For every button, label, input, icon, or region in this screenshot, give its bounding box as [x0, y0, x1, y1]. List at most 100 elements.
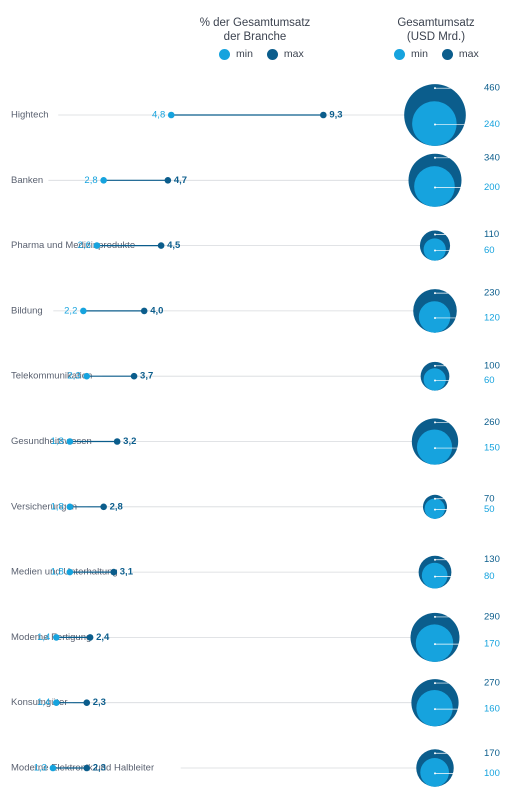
pct-min-label: 1,8: [51, 436, 64, 447]
pct-max-dot: [157, 242, 165, 249]
revenue-max-label: 130: [484, 554, 500, 565]
revenue-min-leader-dot: [434, 575, 436, 578]
revenue-min-label: 60: [484, 245, 495, 256]
revenue-max-leader-dot: [434, 497, 436, 500]
revenue-header: Gesamtumsatz (USD Mrd.): [376, 16, 496, 44]
revenue-max-label: 290: [484, 611, 500, 622]
revenue-min-bubble: [414, 166, 455, 207]
revenue-min-leader-dot: [434, 249, 436, 252]
pct-max-label: 2,8: [110, 501, 123, 512]
revenue-min-leader-dot: [434, 708, 436, 711]
category-label: Telekommunikation: [11, 371, 92, 382]
revenue-min-label: 240: [484, 119, 500, 130]
category-label: Versicherungen: [11, 501, 77, 512]
pct-max-label: 3,2: [123, 436, 136, 447]
revenue-max-leader-dot: [434, 421, 436, 424]
pct-min-dot: [93, 242, 101, 249]
revenue-max-leader-dot: [434, 558, 436, 561]
pct-min-dot: [66, 568, 74, 576]
pct-min-dot: [53, 699, 60, 706]
revenue-min-leader-dot: [434, 772, 436, 775]
revenue-min-label: 170: [484, 639, 500, 650]
pct-max-label: 3,7: [140, 371, 153, 382]
revenue-min-label: 100: [484, 768, 500, 779]
pct-min-dot: [80, 307, 87, 315]
revenue-min-bubble: [416, 429, 453, 465]
revenue-min-leader-dot: [434, 379, 436, 382]
pct-min-dot: [167, 111, 175, 119]
category-label: Bildung: [11, 305, 43, 316]
revenue-max-label: 170: [484, 748, 500, 759]
pct-max-dot: [130, 372, 138, 380]
legend-max-label: max: [283, 48, 304, 60]
revenue-min-bubble: [423, 238, 446, 261]
category-label: Hightech: [11, 110, 49, 121]
pct-header: % der Gesamtumsatz der Branche: [190, 16, 320, 44]
pct-max-label: 2,4: [96, 632, 110, 643]
revenue-min-bubble: [423, 368, 446, 391]
pct-header-line1: % der Gesamtumsatz: [199, 17, 311, 29]
pct-min-dot: [49, 764, 57, 772]
pct-min-label: 2,3: [68, 371, 81, 382]
category-label: Moderne Fertigung: [11, 632, 91, 643]
legend-max-swatch: [266, 48, 278, 60]
revenue-max-leader-dot: [434, 682, 436, 685]
pct-max-label: 2,3: [93, 697, 106, 708]
pct-min-label: 1,8: [51, 501, 64, 512]
revenue-header-line1: Gesamtumsatz: [397, 17, 475, 29]
revenue-max-label: 460: [484, 83, 500, 94]
revenue-min-leader-dot: [434, 508, 436, 511]
pct-min-label: 1,3: [34, 763, 47, 774]
pct-max-dot: [86, 634, 94, 641]
revenue-max-label: 230: [484, 288, 500, 299]
revenue-max-leader-dot: [434, 364, 436, 367]
pct-max-dot: [83, 764, 91, 772]
revenue-max-label: 70: [484, 493, 495, 504]
pct-min-label: 2,8: [84, 175, 97, 186]
legend-max-label: max: [458, 48, 479, 60]
category-label: Gesundheitswesen: [11, 436, 92, 447]
pct-max-label: 9,3: [329, 110, 342, 121]
category-label: Konsumgüter: [11, 697, 68, 708]
revenue-max-leader-dot: [434, 615, 436, 618]
revenue-min-label: 80: [484, 571, 495, 582]
revenue-min-bubble: [416, 689, 453, 727]
revenue-max-leader-dot: [434, 156, 436, 159]
revenue-min-label: 150: [484, 443, 500, 454]
revenue-legend: min max: [394, 48, 493, 60]
pct-min-dot: [100, 177, 107, 184]
pct-max-dot: [113, 438, 121, 445]
revenue-min-bubble: [421, 562, 448, 589]
revenue-header-line2: (USD Mrd.): [406, 31, 466, 43]
revenue-min-label: 60: [484, 375, 495, 386]
revenue-min-bubble: [424, 498, 445, 519]
category-label: Pharma und Medizinprodukte: [11, 240, 135, 251]
revenue-max-leader-dot: [434, 233, 436, 236]
revenue-max-label: 100: [484, 360, 500, 371]
pct-max-label: 4,0: [150, 305, 163, 316]
pct-min-label: 1,4: [37, 697, 50, 708]
pct-max-label: 3,1: [120, 567, 134, 578]
pct-min-label: 2,2: [64, 305, 77, 316]
category-label: Banken: [11, 175, 43, 186]
legend-min-label: min: [236, 48, 253, 60]
pct-min-label: 1,4: [37, 632, 50, 643]
pct-min-label: 4,8: [152, 110, 165, 121]
category-label: Medien und Unterhaltung: [11, 567, 118, 578]
legend-min-swatch: [394, 48, 405, 60]
revenue-max-label: 110: [484, 229, 499, 240]
legend-min-label: min: [411, 48, 428, 60]
revenue-max-label: 270: [484, 678, 500, 689]
revenue-max-leader-dot: [434, 292, 436, 295]
pct-max-dot: [83, 699, 91, 706]
pct-max-label: 2,3: [93, 763, 106, 774]
revenue-min-bubble: [412, 101, 457, 146]
pct-header-line2: der Branche: [223, 31, 287, 43]
revenue-min-leader-dot: [434, 316, 436, 319]
pct-max-dot: [110, 568, 118, 576]
revenue-min-leader-dot: [434, 643, 436, 646]
pct-max-dot: [164, 177, 172, 184]
revenue-max-leader-dot: [434, 752, 436, 755]
revenue-max-label: 340: [484, 152, 500, 163]
pct-min-label: 1,8: [51, 567, 64, 578]
